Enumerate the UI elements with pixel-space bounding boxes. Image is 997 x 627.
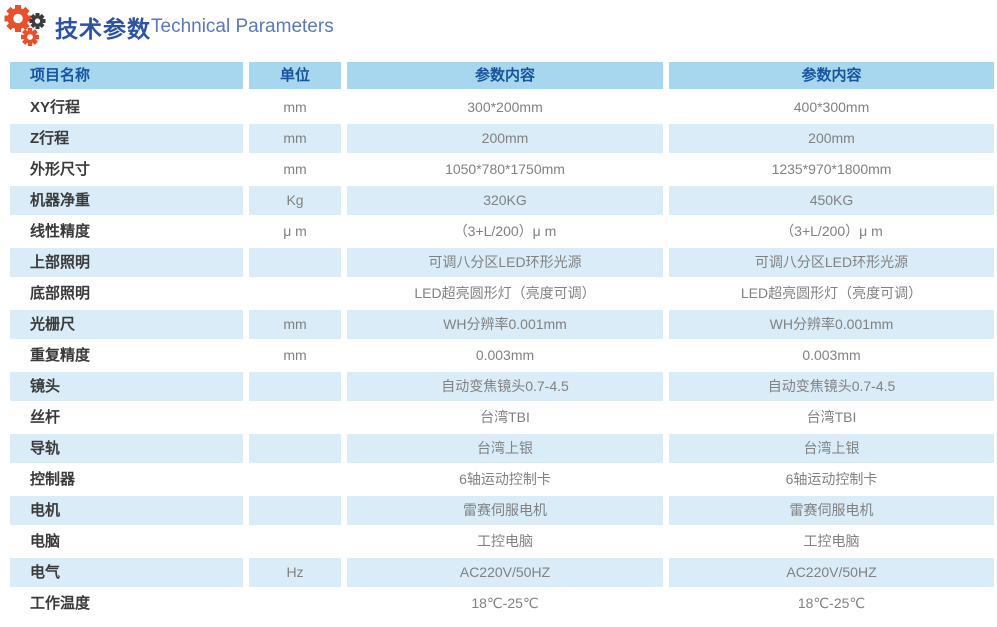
row-item-name: 镜头 xyxy=(10,372,243,401)
row-param-2: 0.003mm xyxy=(802,347,861,363)
row-unit: mm xyxy=(249,124,341,153)
table-row: 控制器 6轴运动控制卡 6轴运动控制卡 xyxy=(10,465,994,494)
row-item-name: 上部照明 xyxy=(10,248,243,277)
table-row: 电气 Hz AC220V/50HZ AC220V/50HZ xyxy=(10,558,994,587)
table-row: 电脑 工控电脑 工控电脑 xyxy=(10,527,994,556)
row-param-1: 台湾TBI xyxy=(480,409,530,425)
row-param-2: 自动变焦镜头0.7-4.5 xyxy=(669,372,994,401)
page-title-en: Technical Parameters xyxy=(151,16,334,37)
row-unit xyxy=(249,589,341,618)
row-param-1: 0.003mm xyxy=(475,347,535,363)
table-row: 镜头 自动变焦镜头0.7-4.5 自动变焦镜头0.7-4.5 xyxy=(10,372,994,401)
table-row: 电机 雷赛伺服电机 雷赛伺服电机 xyxy=(10,496,994,525)
row-item-name: 外形尺寸 xyxy=(30,161,91,178)
row-unit xyxy=(249,279,341,308)
row-param-1: 可调八分区LED环形光源 xyxy=(347,248,663,277)
table-body: XY行程 mm 300*200mm 400*300mm Z行程 mm 200mm… xyxy=(10,93,994,618)
column-header-item-name: 项目名称 xyxy=(10,62,243,89)
row-unit: Hz xyxy=(249,558,341,587)
row-unit: mm xyxy=(249,310,341,339)
row-param-1: 雷赛伺服电机 xyxy=(347,496,663,525)
row-param-2: 台湾上银 xyxy=(669,434,994,463)
section-title-bar: 技术参数 Technical Parameters xyxy=(3,4,334,50)
row-param-2: （3+L/200）μ m xyxy=(780,223,883,239)
table-row: Z行程 mm 200mm 200mm xyxy=(10,124,994,153)
table-row: 丝杆 台湾TBI 台湾TBI xyxy=(10,403,994,432)
gears-icon xyxy=(3,1,50,54)
row-item-name: 底部照明 xyxy=(30,285,91,302)
table-row: 机器净重 Kg 320KG 450KG xyxy=(10,186,994,215)
row-unit xyxy=(249,465,341,494)
row-unit xyxy=(249,372,341,401)
row-item-name: 控制器 xyxy=(30,471,76,488)
row-param-1: 320KG xyxy=(347,186,663,215)
table-row: 底部照明 LED超亮圆形灯（亮度可调） LED超亮圆形灯（亮度可调） xyxy=(10,279,994,308)
row-param-2: 1235*970*1800mm xyxy=(771,161,892,177)
row-item-name: 重复精度 xyxy=(30,347,91,364)
row-param-2: 200mm xyxy=(669,124,994,153)
row-param-1: 台湾上银 xyxy=(347,434,663,463)
row-item-name: 电脑 xyxy=(30,533,61,550)
column-header-param-2: 参数内容 xyxy=(669,62,994,89)
row-param-1: WH分辨率0.001mm xyxy=(347,310,663,339)
table-row: 线性精度 μ m （3+L/200）μ m （3+L/200）μ m xyxy=(10,217,994,246)
row-unit xyxy=(249,527,341,556)
row-item-name: 电机 xyxy=(10,496,243,525)
row-unit: Kg xyxy=(249,186,341,215)
row-item-name: 机器净重 xyxy=(10,186,243,215)
row-param-1: （3+L/200）μ m xyxy=(453,223,557,239)
parameters-table: 项目名称 单位 参数内容 参数内容 XY行程 mm 300*200mm 400*… xyxy=(10,62,994,620)
row-param-1: 自动变焦镜头0.7-4.5 xyxy=(347,372,663,401)
row-param-1: LED超亮圆形灯（亮度可调） xyxy=(414,285,596,301)
table-row: 光栅尺 mm WH分辨率0.001mm WH分辨率0.001mm xyxy=(10,310,994,339)
row-item-name: 电气 xyxy=(10,558,243,587)
table-row: 导轨 台湾上银 台湾上银 xyxy=(10,434,994,463)
row-item-name: 丝杆 xyxy=(30,409,61,426)
table-row: 工作温度 18℃-25℃ 18℃-25℃ xyxy=(10,589,994,618)
row-param-2: 台湾TBI xyxy=(806,409,857,425)
row-unit xyxy=(249,496,341,525)
row-param-2: AC220V/50HZ xyxy=(669,558,994,587)
row-item-name: 工作温度 xyxy=(30,595,91,612)
row-unit: μ m xyxy=(283,223,307,239)
row-param-2: 6轴运动控制卡 xyxy=(785,471,878,487)
row-param-2: LED超亮圆形灯（亮度可调） xyxy=(740,285,923,301)
row-item-name: 导轨 xyxy=(10,434,243,463)
table-header-row: 项目名称 单位 参数内容 参数内容 xyxy=(10,62,994,89)
row-param-1: 6轴运动控制卡 xyxy=(459,471,551,487)
row-param-1: 工控电脑 xyxy=(477,533,533,549)
row-param-2: 可调八分区LED环形光源 xyxy=(669,248,994,277)
row-param-2: 18℃-25℃ xyxy=(797,595,866,611)
row-param-1: 18℃-25℃ xyxy=(471,595,539,611)
row-param-1: AC220V/50HZ xyxy=(347,558,663,587)
row-item-name: XY行程 xyxy=(30,99,81,116)
table-row: 重复精度 mm 0.003mm 0.003mm xyxy=(10,341,994,370)
column-header-unit: 单位 xyxy=(249,62,341,89)
row-unit xyxy=(249,248,341,277)
row-unit: mm xyxy=(283,161,307,177)
table-row: XY行程 mm 300*200mm 400*300mm xyxy=(10,93,994,122)
row-param-2: WH分辨率0.001mm xyxy=(669,310,994,339)
row-item-name: 线性精度 xyxy=(30,223,91,240)
row-param-2: 400*300mm xyxy=(793,99,870,115)
row-param-1: 300*200mm xyxy=(467,99,543,115)
page-title-cn: 技术参数 xyxy=(55,16,151,42)
row-param-2: 450KG xyxy=(669,186,994,215)
row-item-name: 光栅尺 xyxy=(10,310,243,339)
table-row: 外形尺寸 mm 1050*780*1750mm 1235*970*1800mm xyxy=(10,155,994,184)
column-header-param-1: 参数内容 xyxy=(347,62,663,89)
row-unit xyxy=(249,403,341,432)
row-unit: mm xyxy=(283,347,307,363)
row-item-name: Z行程 xyxy=(10,124,243,153)
table-row: 上部照明 可调八分区LED环形光源 可调八分区LED环形光源 xyxy=(10,248,994,277)
row-unit xyxy=(249,434,341,463)
row-param-2: 工控电脑 xyxy=(803,533,860,549)
row-param-1: 200mm xyxy=(347,124,663,153)
row-param-1: 1050*780*1750mm xyxy=(445,161,565,177)
row-param-2: 雷赛伺服电机 xyxy=(669,496,994,525)
row-unit: mm xyxy=(283,99,307,115)
